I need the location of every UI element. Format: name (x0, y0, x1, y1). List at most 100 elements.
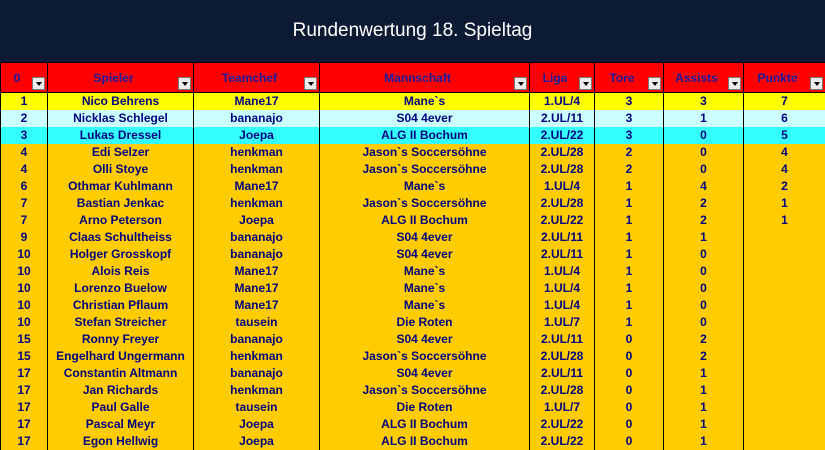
dropdown-arrow-icon[interactable] (579, 77, 592, 90)
cell-league[interactable]: 2.UL/11 (530, 331, 595, 348)
cell-player[interactable]: Nico Behrens (48, 93, 194, 110)
cell-points[interactable] (744, 399, 825, 416)
cell-teamchef[interactable]: bananajo (194, 110, 320, 127)
cell-team[interactable]: Jason`s Soccersöhne (320, 195, 530, 212)
cell-assists[interactable]: 1 (664, 416, 744, 433)
cell-rank[interactable]: 4 (1, 161, 48, 178)
cell-league[interactable]: 2.UL/22 (530, 127, 595, 144)
dropdown-arrow-icon[interactable] (810, 77, 823, 90)
cell-player[interactable]: Arno Peterson (48, 212, 194, 229)
cell-player[interactable]: Egon Hellwig (48, 433, 194, 450)
cell-goals[interactable]: 0 (595, 399, 664, 416)
cell-player[interactable]: Stefan Streicher (48, 314, 194, 331)
cell-team[interactable]: Jason`s Soccersöhne (320, 382, 530, 399)
cell-teamchef[interactable]: Joepa (194, 127, 320, 144)
cell-assists[interactable]: 0 (664, 161, 744, 178)
cell-league[interactable]: 2.UL/28 (530, 161, 595, 178)
cell-rank[interactable]: 7 (1, 212, 48, 229)
cell-league[interactable]: 1.UL/4 (530, 297, 595, 314)
dropdown-arrow-icon[interactable] (304, 77, 317, 90)
dropdown-arrow-icon[interactable] (178, 77, 191, 90)
dropdown-arrow-icon[interactable] (728, 77, 741, 90)
cell-teamchef[interactable]: Mane17 (194, 280, 320, 297)
cell-points[interactable] (744, 382, 825, 399)
cell-rank[interactable]: 1 (1, 93, 48, 110)
cell-points[interactable]: 1 (744, 195, 825, 212)
cell-goals[interactable]: 0 (595, 416, 664, 433)
cell-league[interactable]: 2.UL/11 (530, 229, 595, 246)
cell-team[interactable]: S04 4ever (320, 110, 530, 127)
cell-league[interactable]: 2.UL/28 (530, 144, 595, 161)
cell-league[interactable]: 1.UL/4 (530, 178, 595, 195)
cell-league[interactable]: 2.UL/22 (530, 416, 595, 433)
cell-assists[interactable]: 0 (664, 263, 744, 280)
cell-assists[interactable]: 3 (664, 93, 744, 110)
cell-points[interactable] (744, 280, 825, 297)
cell-points[interactable] (744, 229, 825, 246)
cell-goals[interactable]: 1 (595, 212, 664, 229)
cell-team[interactable]: Jason`s Soccersöhne (320, 348, 530, 365)
cell-assists[interactable]: 0 (664, 280, 744, 297)
cell-team[interactable]: Mane`s (320, 93, 530, 110)
cell-points[interactable] (744, 246, 825, 263)
cell-points[interactable] (744, 263, 825, 280)
cell-player[interactable]: Engelhard Ungermann (48, 348, 194, 365)
cell-league[interactable]: 1.UL/7 (530, 314, 595, 331)
cell-league[interactable]: 1.UL/4 (530, 280, 595, 297)
cell-team[interactable]: ALG II Bochum (320, 416, 530, 433)
cell-player[interactable]: Olli Stoye (48, 161, 194, 178)
cell-goals[interactable]: 1 (595, 195, 664, 212)
cell-assists[interactable]: 2 (664, 348, 744, 365)
cell-assists[interactable]: 0 (664, 127, 744, 144)
cell-goals[interactable]: 3 (595, 127, 664, 144)
cell-points[interactable] (744, 348, 825, 365)
cell-rank[interactable]: 10 (1, 297, 48, 314)
cell-teamchef[interactable]: henkman (194, 161, 320, 178)
cell-goals[interactable]: 0 (595, 382, 664, 399)
cell-team[interactable]: ALG II Bochum (320, 212, 530, 229)
cell-points[interactable]: 1 (744, 212, 825, 229)
cell-team[interactable]: Mane`s (320, 263, 530, 280)
cell-assists[interactable]: 2 (664, 212, 744, 229)
cell-teamchef[interactable]: bananajo (194, 229, 320, 246)
cell-team[interactable]: Die Roten (320, 314, 530, 331)
cell-points[interactable] (744, 314, 825, 331)
cell-player[interactable]: Claas Schultheiss (48, 229, 194, 246)
cell-points[interactable] (744, 365, 825, 382)
cell-points[interactable]: 5 (744, 127, 825, 144)
cell-points[interactable]: 7 (744, 93, 825, 110)
cell-goals[interactable]: 0 (595, 331, 664, 348)
cell-goals[interactable]: 1 (595, 178, 664, 195)
dropdown-arrow-icon[interactable] (648, 77, 661, 90)
cell-player[interactable]: Lorenzo Buelow (48, 280, 194, 297)
cell-goals[interactable]: 1 (595, 280, 664, 297)
cell-goals[interactable]: 2 (595, 144, 664, 161)
cell-assists[interactable]: 1 (664, 399, 744, 416)
cell-team[interactable]: Jason`s Soccersöhne (320, 144, 530, 161)
cell-team[interactable]: ALG II Bochum (320, 127, 530, 144)
cell-points[interactable]: 4 (744, 161, 825, 178)
cell-assists[interactable]: 1 (664, 365, 744, 382)
cell-rank[interactable]: 2 (1, 110, 48, 127)
cell-player[interactable]: Nicklas Schlegel (48, 110, 194, 127)
cell-player[interactable]: Bastian Jenkac (48, 195, 194, 212)
cell-rank[interactable]: 4 (1, 144, 48, 161)
cell-player[interactable]: Othmar Kuhlmann (48, 178, 194, 195)
dropdown-arrow-icon[interactable] (514, 77, 527, 90)
cell-rank[interactable]: 17 (1, 365, 48, 382)
cell-team[interactable]: S04 4ever (320, 365, 530, 382)
cell-rank[interactable]: 15 (1, 331, 48, 348)
cell-points[interactable] (744, 416, 825, 433)
cell-assists[interactable]: 0 (664, 314, 744, 331)
cell-teamchef[interactable]: henkman (194, 382, 320, 399)
cell-player[interactable]: Edi Selzer (48, 144, 194, 161)
cell-rank[interactable]: 10 (1, 280, 48, 297)
cell-team[interactable]: Die Roten (320, 399, 530, 416)
cell-teamchef[interactable]: Mane17 (194, 297, 320, 314)
cell-teamchef[interactable]: henkman (194, 195, 320, 212)
cell-assists[interactable]: 0 (664, 297, 744, 314)
cell-team[interactable]: S04 4ever (320, 246, 530, 263)
cell-team[interactable]: Mane`s (320, 297, 530, 314)
cell-rank[interactable]: 17 (1, 382, 48, 399)
cell-rank[interactable]: 6 (1, 178, 48, 195)
